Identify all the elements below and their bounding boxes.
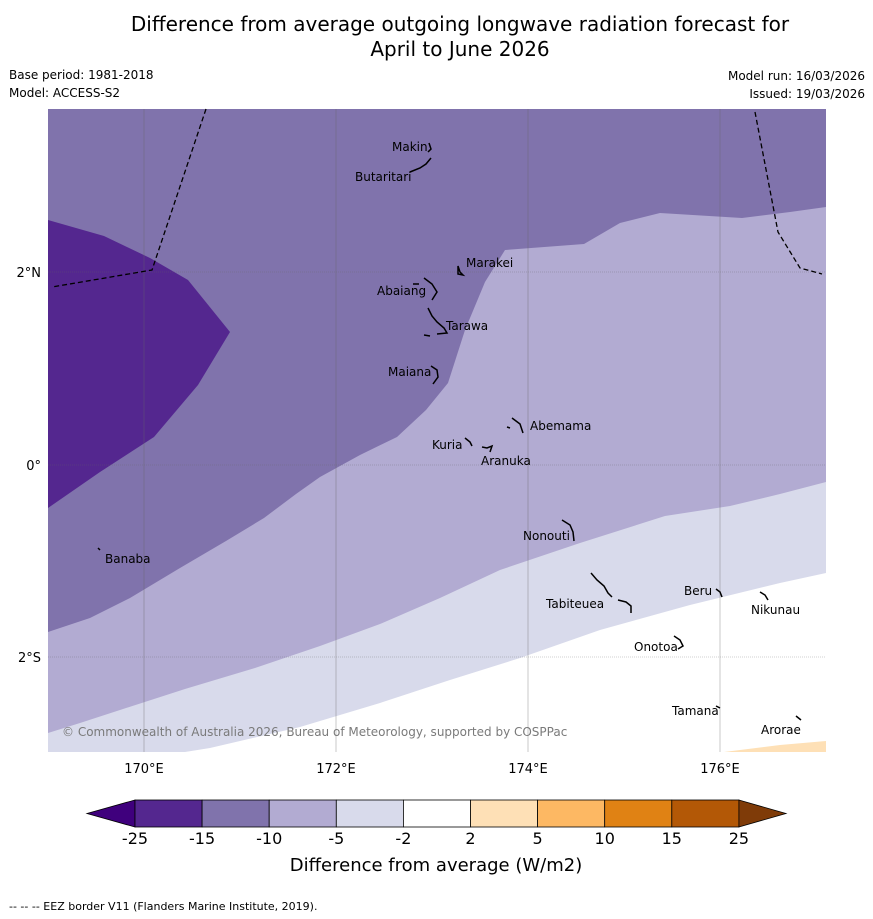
island-tarawa bbox=[423, 307, 449, 337]
colorbar-tick-label: 15 bbox=[662, 829, 682, 848]
colorbar-title: Difference from average (W/m2) bbox=[290, 855, 582, 876]
island-marakei bbox=[457, 265, 466, 277]
label-tarawa: Tarawa bbox=[445, 319, 488, 333]
eez-borders bbox=[51, 108, 823, 288]
colorbar-swatch bbox=[537, 799, 606, 828]
colorbar-tick-label: -10 bbox=[256, 829, 282, 848]
colorbar-swatch bbox=[335, 799, 404, 828]
label-maiana: Maiana bbox=[388, 365, 431, 379]
label-nonouti: Nonouti bbox=[523, 529, 570, 543]
colorbar-extend-high bbox=[738, 799, 788, 828]
colorbar-tick-label: -15 bbox=[189, 829, 215, 848]
island-outlines bbox=[97, 142, 802, 721]
colorbar-tick-label: -25 bbox=[122, 829, 148, 848]
label-aranuka: Aranuka bbox=[481, 454, 531, 468]
label-tabiteuea: Tabiteuea bbox=[545, 597, 604, 611]
label-butaritari: Butaritari bbox=[355, 170, 412, 184]
label-makin: Makin bbox=[392, 140, 428, 154]
label-banaba: Banaba bbox=[105, 552, 151, 566]
island-nikunau bbox=[759, 591, 769, 601]
meta-left: Base period: 1981-2018 Model: ACCESS-S2 bbox=[9, 68, 154, 104]
island-makin bbox=[427, 142, 432, 153]
label-arorae: Arorae bbox=[761, 723, 801, 737]
colorbar-extend-low bbox=[85, 799, 136, 828]
colorbar-swatch bbox=[604, 799, 673, 828]
map-title: Difference from average outgoing longwav… bbox=[0, 12, 873, 62]
eez-border-west bbox=[51, 108, 207, 288]
model-name: Model: ACCESS-S2 bbox=[9, 86, 121, 100]
title-line-1: Difference from average outgoing longwav… bbox=[130, 12, 790, 36]
meta-right: Model run: 16/03/2026 Issued: 19/03/2026 bbox=[728, 69, 865, 105]
anomaly-band-plus-2-to-plus-5 bbox=[724, 741, 826, 752]
label-abaiang: Abaiang bbox=[377, 284, 426, 298]
colorbar-tick-label: -2 bbox=[395, 829, 411, 848]
island-abaiang bbox=[413, 277, 438, 301]
model-run-date: Model run: 16/03/2026 bbox=[727, 69, 865, 83]
x-tick-172e: 172°E bbox=[316, 762, 356, 777]
colorbar-tick-label: 5 bbox=[533, 829, 543, 848]
colorbar-tick-label: 10 bbox=[595, 829, 615, 848]
colorbar-swatch bbox=[201, 799, 270, 828]
place-labels: Makin Butaritari Marakei Abaiang Tarawa … bbox=[105, 140, 801, 737]
x-tick-174e: 174°E bbox=[508, 762, 548, 777]
label-beru: Beru bbox=[684, 584, 712, 598]
copyright-notice: © Commonwealth of Australia 2026, Bureau… bbox=[62, 725, 567, 739]
label-marakei: Marakei bbox=[466, 256, 513, 270]
island-beru bbox=[715, 588, 723, 598]
title-line-2: April to June 2026 bbox=[370, 37, 550, 61]
island-kuria bbox=[464, 437, 473, 447]
y-tick-2s: 2°S bbox=[18, 651, 41, 666]
label-onotoa: Onotoa bbox=[634, 640, 678, 654]
island-abemama bbox=[506, 417, 524, 434]
colorbar-swatch bbox=[134, 799, 203, 828]
label-kuria: Kuria bbox=[432, 438, 463, 452]
island-tabiteuea bbox=[590, 572, 632, 613]
colorbar-tick-label: 2 bbox=[465, 829, 475, 848]
y-tick-2n: 2°N bbox=[17, 266, 42, 281]
label-nikunau: Nikunau bbox=[751, 603, 800, 617]
colorbar-swatch bbox=[671, 799, 740, 828]
colorbar-swatch bbox=[268, 799, 337, 828]
x-tick-176e: 176°E bbox=[700, 762, 740, 777]
colorbar-swatch bbox=[470, 799, 538, 828]
island-nonouti bbox=[561, 519, 575, 542]
colorbar-tick-label: 25 bbox=[729, 829, 749, 848]
colorbar-swatch bbox=[402, 799, 471, 828]
colorbar-tick-label: -5 bbox=[328, 829, 344, 848]
eez-legend-note: -- -- -- EEZ border V11 (Flanders Marine… bbox=[9, 900, 318, 913]
island-tamana bbox=[715, 705, 721, 709]
island-arorae bbox=[795, 715, 802, 721]
island-banaba bbox=[97, 547, 101, 551]
x-tick-170e: 170°E bbox=[124, 762, 164, 777]
island-maiana bbox=[430, 365, 439, 385]
colorbar: -25 -15 -10 -5 -2 2 5 10 15 25 bbox=[85, 799, 788, 848]
label-abemama: Abemama bbox=[530, 419, 591, 433]
base-period: Base period: 1981-2018 bbox=[9, 68, 154, 82]
issued-date: Issued: 19/03/2026 bbox=[749, 87, 865, 101]
island-onotoa bbox=[673, 635, 684, 650]
island-butaritari bbox=[409, 157, 432, 173]
y-tick-0: 0° bbox=[26, 459, 41, 474]
gridlines bbox=[48, 109, 826, 752]
axis-labels: 170°E 172°E 174°E 176°E 2°N 0° 2°S bbox=[17, 266, 740, 777]
label-tamana: Tamana bbox=[671, 704, 719, 718]
anomaly-band-minus-15-to-minus-25 bbox=[48, 220, 230, 508]
map-panel: Makin Butaritari Marakei Abaiang Tarawa … bbox=[48, 108, 826, 752]
island-aranuka bbox=[481, 444, 494, 453]
